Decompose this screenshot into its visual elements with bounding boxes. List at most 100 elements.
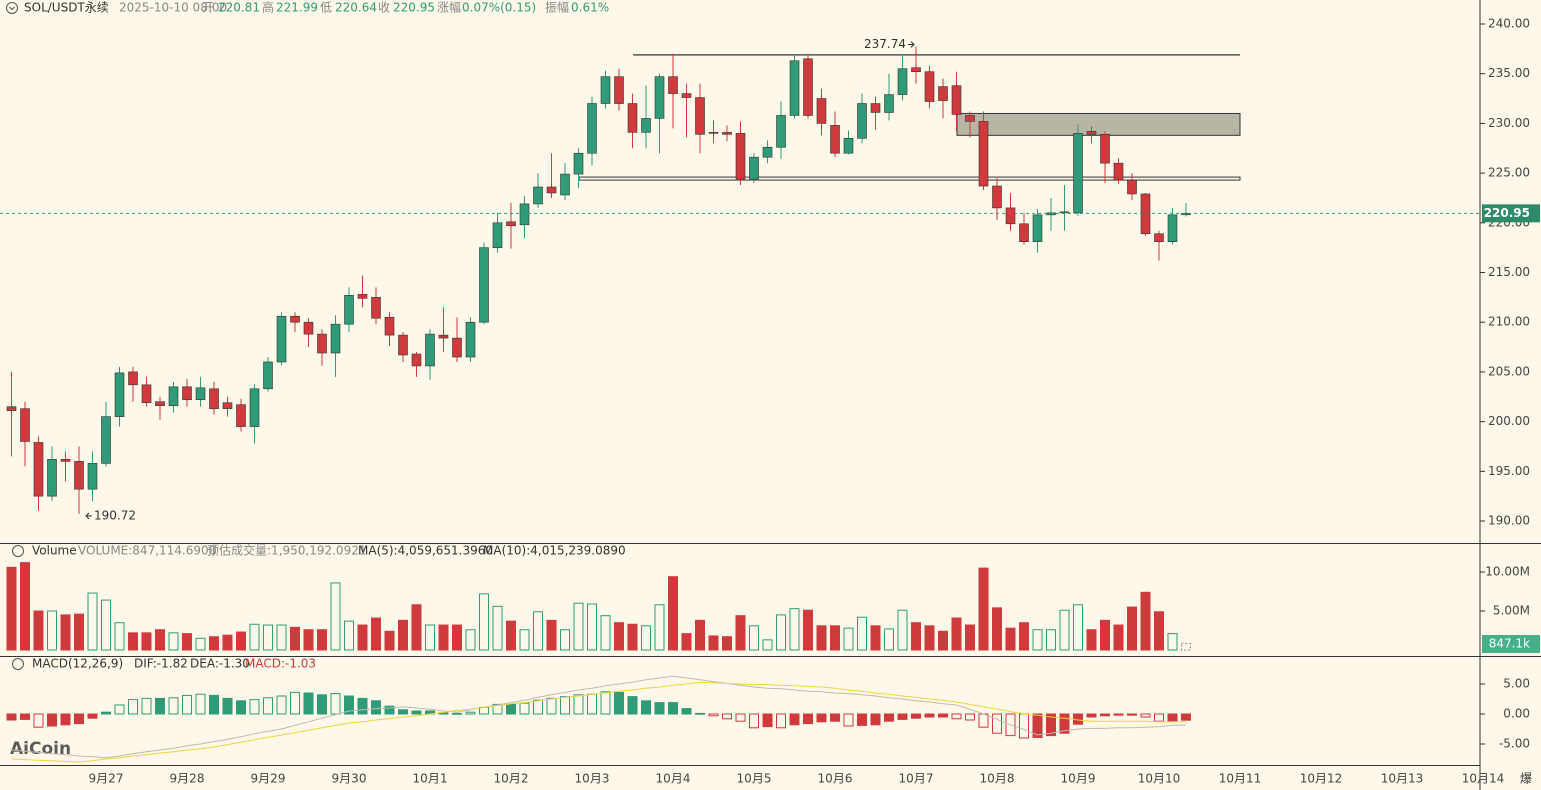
volume-bar (614, 622, 624, 651)
macd-bar (249, 699, 260, 715)
candle-body (411, 353, 422, 367)
volume-bar (735, 615, 746, 651)
candle-body (101, 416, 111, 464)
max-label: 237.74 (864, 37, 906, 51)
x-tick-label: 10月6 (818, 772, 853, 786)
open-name: 开 (202, 1, 214, 15)
volume-bar (708, 635, 719, 651)
volume-bar (654, 604, 665, 651)
macd-bar (168, 697, 179, 715)
volume-bar (465, 629, 476, 651)
macd-bar (1127, 713, 1137, 716)
macd-bar (641, 700, 651, 715)
high-name: 高 (262, 0, 274, 15)
candle-body (398, 334, 408, 356)
candle-body (1127, 179, 1137, 195)
candle-body (884, 94, 894, 113)
volume-bar (74, 613, 84, 651)
candle-body (209, 388, 219, 409)
candle-body (911, 67, 921, 73)
macd-bar (465, 711, 476, 715)
volume-bar (87, 592, 98, 651)
volume-bar (924, 625, 935, 651)
volume-bar (600, 615, 611, 651)
macd-bar (492, 703, 503, 715)
macd-bar (735, 713, 746, 722)
x-tick-label: 10月12 (1300, 772, 1343, 786)
volume-bar (195, 637, 206, 651)
close-value: 220.95 (393, 1, 435, 15)
macd-bar (708, 713, 719, 717)
macd-bar (20, 713, 30, 720)
macd-bar (438, 712, 449, 715)
volume-bar (668, 576, 678, 651)
volume-bar (1005, 627, 1016, 651)
collapse-icon[interactable] (6, 2, 18, 14)
candle-body (600, 76, 611, 104)
volume-bar (101, 599, 111, 651)
collapse-icon[interactable] (12, 545, 24, 557)
candle-body (573, 152, 584, 175)
macd-bar (789, 713, 800, 726)
min-arrow (85, 512, 92, 520)
volume-bar (749, 625, 759, 651)
y-tick-label: 200.00 (1488, 414, 1530, 428)
macd-bar (411, 710, 422, 715)
volume-bar (587, 603, 597, 651)
candle-body (141, 384, 152, 404)
volume-bar (236, 631, 246, 651)
volume-bar (276, 624, 287, 651)
volume-bar (722, 636, 732, 651)
change-name: 涨幅 (437, 0, 461, 15)
volume-bar (857, 616, 867, 651)
macd-bar (182, 694, 192, 715)
volume-bar (344, 620, 354, 651)
volume-bar (209, 636, 219, 651)
volume-bar (168, 632, 179, 651)
macd-bar (776, 713, 786, 729)
candle-body (965, 115, 975, 122)
candle-body (654, 76, 665, 119)
candle-body (749, 156, 759, 180)
macd-bar (803, 713, 813, 725)
candle-body (843, 138, 854, 154)
macd-bar (1086, 713, 1097, 718)
candle-body (1005, 207, 1016, 225)
y-tick-label: 235.00 (1488, 66, 1530, 80)
macd-bar (1032, 713, 1043, 738)
candle-body (641, 118, 651, 133)
volume-bar (627, 623, 638, 651)
high-value: 221.99 (276, 1, 318, 15)
volume-bar (546, 619, 557, 651)
macd-bar (317, 694, 327, 715)
price-tag-label: 220.95 (1484, 206, 1530, 220)
candle-body (1181, 213, 1191, 216)
volume-title: Volume (32, 544, 77, 558)
volume-bar (1059, 609, 1070, 651)
collapse-icon[interactable] (12, 658, 24, 670)
volume-bar (128, 632, 138, 651)
candle-body (303, 321, 314, 335)
macd-bar (60, 713, 71, 726)
macd-bar (951, 713, 962, 720)
y-tick-label: -5.00 (1499, 737, 1530, 751)
macd-bar (452, 712, 462, 715)
candle-body (803, 58, 813, 116)
macd-bar (519, 702, 530, 715)
x-tick-label: 9月30 (332, 772, 367, 786)
volume-bar (303, 629, 314, 651)
macd-bar (654, 702, 665, 715)
candle-body (168, 386, 179, 406)
y-tick-label: 225.00 (1488, 166, 1530, 180)
candle-body (155, 401, 165, 406)
candle-body (870, 103, 881, 113)
candle-body (546, 186, 557, 194)
volume-bar (330, 582, 341, 651)
macd-bar (330, 693, 341, 715)
candle-body (344, 295, 354, 325)
macd-line (11, 681, 1186, 763)
x-tick-label: 9月29 (251, 772, 286, 786)
candle-body (33, 442, 44, 497)
candle-body (128, 371, 138, 386)
macd-bar (74, 713, 84, 725)
